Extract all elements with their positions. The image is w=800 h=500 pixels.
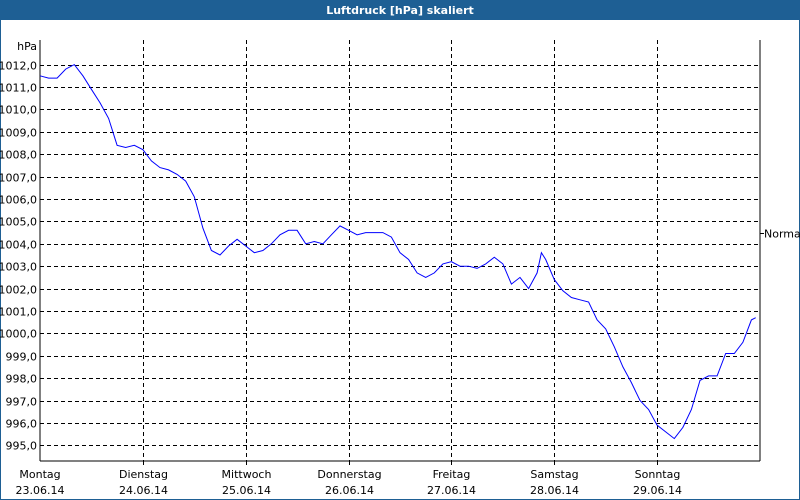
- x-tick-date: 25.06.14: [222, 484, 271, 497]
- y-axis-ticks: 995,0 996,0 997,0 998,0 999,0 1000,0 1001,0 100…: [0, 60, 37, 453]
- y-axis-label: hPa: [17, 40, 37, 53]
- x-tick-day: Donnerstag: [317, 468, 381, 481]
- x-tick-date: 26.06.14: [325, 484, 374, 497]
- y-tick-label: 1006,0: [0, 194, 37, 207]
- x-tick-date: 23.06.14: [16, 484, 65, 497]
- grid: [40, 40, 760, 461]
- x-tick-date: 29.06.14: [633, 484, 682, 497]
- x-tick-day: Sonntag: [635, 468, 681, 481]
- y-tick-label: 999,0: [6, 351, 38, 364]
- x-tick-day: Montag: [19, 468, 60, 481]
- x-tick-day: Freitag: [433, 468, 471, 481]
- y-tick-label: 1002,0: [0, 284, 37, 297]
- x-tick-date: 24.06.14: [119, 484, 168, 497]
- y-tick-label: 1012,0: [0, 60, 37, 73]
- x-tick-date: 28.06.14: [530, 484, 579, 497]
- y-tick-label: 1005,0: [0, 216, 37, 229]
- x-axis-ticks: Montag 23.06.14 Dienstag 24.06.14 Mittwoch 25…: [16, 461, 682, 497]
- y-tick-label: 997,0: [6, 396, 38, 409]
- y-tick-label: 1000,0: [0, 328, 37, 341]
- y-tick-label: 1003,0: [0, 261, 37, 274]
- reference-normal: Normal: [760, 228, 800, 241]
- y-tick-label: 995,0: [6, 440, 38, 453]
- y-tick-label: 1011,0: [0, 82, 37, 95]
- x-tick-date: 27.06.14: [427, 484, 476, 497]
- x-tick-day: Dienstag: [119, 468, 168, 481]
- chart-title: Luftdruck [hPa] skaliert: [326, 4, 474, 17]
- title-bar: [0, 0, 800, 20]
- x-tick-day: Samstag: [530, 468, 578, 481]
- x-tick-day: Mittwoch: [222, 468, 272, 481]
- y-tick-label: 996,0: [6, 418, 38, 431]
- y-tick-label: 1007,0: [0, 172, 37, 185]
- y-tick-label: 1008,0: [0, 149, 37, 162]
- y-tick-label: 1010,0: [0, 104, 37, 117]
- y-tick-label: 998,0: [6, 373, 38, 386]
- y-tick-label: 1009,0: [0, 127, 37, 140]
- y-tick-label: 1001,0: [0, 306, 37, 319]
- normal-label: Normal: [764, 228, 800, 241]
- y-tick-label: 1004,0: [0, 239, 37, 252]
- pressure-line: [39, 63, 756, 440]
